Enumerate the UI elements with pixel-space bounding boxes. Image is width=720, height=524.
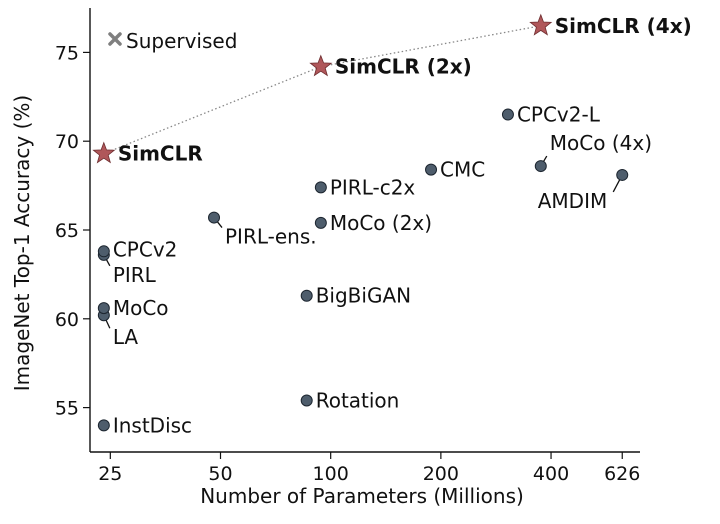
point-cmc: [425, 163, 438, 176]
x-tick-label-200: 200: [423, 463, 459, 485]
x-tick-label-100: 100: [313, 463, 349, 485]
legend-label-supervised: Supervised: [126, 29, 237, 53]
plot-area: 25 50 100 200 400 626 55 60 65 70 75 InstDisc LA MoCo…: [55, 8, 692, 485]
legend-x-stroke-b: [108, 32, 122, 46]
y-tick-label-70: 70: [55, 131, 79, 153]
star-simclr-2x: [309, 54, 333, 77]
star-simclr: [92, 141, 116, 164]
label-bigbigan: BigBiGAN: [316, 284, 411, 308]
star-simclr-4x: [529, 13, 553, 36]
label-cpcv2: CPCv2: [113, 237, 178, 261]
y-tick-label-60: 60: [55, 309, 79, 331]
y-tick-label-55: 55: [55, 398, 79, 420]
label-amdim: AMDIM: [538, 189, 608, 213]
label-moco-4x: MoCo (4x): [550, 131, 652, 155]
label-pirl-c2x: PIRL-c2x: [330, 175, 416, 199]
label-moco: MoCo: [113, 296, 169, 320]
x-tick-label-25: 25: [98, 463, 122, 485]
x-tick-label-50: 50: [208, 463, 232, 485]
y-tick-label-65: 65: [55, 220, 79, 242]
label-simclr-4x: SimCLR (4x): [555, 14, 692, 38]
y-axis-title: ImageNet Top-1 Accuracy (%): [10, 95, 34, 391]
label-rotation: Rotation: [316, 388, 400, 412]
point-moco-4x: [534, 160, 547, 173]
x-tick-label-400: 400: [533, 463, 569, 485]
label-cmc: CMC: [440, 158, 485, 182]
label-pirl-ens: PIRL-ens.: [225, 225, 317, 249]
point-instdisc: [97, 419, 110, 432]
label-instdisc: InstDisc: [113, 413, 192, 437]
point-moco: [97, 302, 110, 315]
point-pirl-c2x: [314, 181, 327, 194]
point-bigbigan: [300, 289, 313, 302]
legend: Supervised: [108, 29, 237, 53]
point-pirl-ens: [208, 211, 221, 224]
label-moco-2x: MoCo (2x): [330, 211, 432, 235]
point-amdim: [616, 168, 629, 181]
point-moco-2x: [314, 216, 327, 229]
label-simclr-2x: SimCLR (2x): [335, 55, 472, 79]
point-rotation: [300, 394, 313, 407]
label-la: LA: [113, 325, 139, 349]
label-pirl: PIRL: [113, 263, 157, 287]
y-tick-label-75: 75: [55, 42, 79, 64]
point-cpcv2: [97, 245, 110, 258]
x-tick-label-626: 626: [604, 463, 640, 485]
x-axis-title: Number of Parameters (Millions): [200, 484, 524, 508]
label-cpcv2-l: CPCv2-L: [517, 103, 601, 127]
point-cpcv2-l: [501, 108, 514, 121]
legend-x-marker: [108, 32, 122, 46]
label-simclr: SimCLR: [118, 142, 203, 166]
